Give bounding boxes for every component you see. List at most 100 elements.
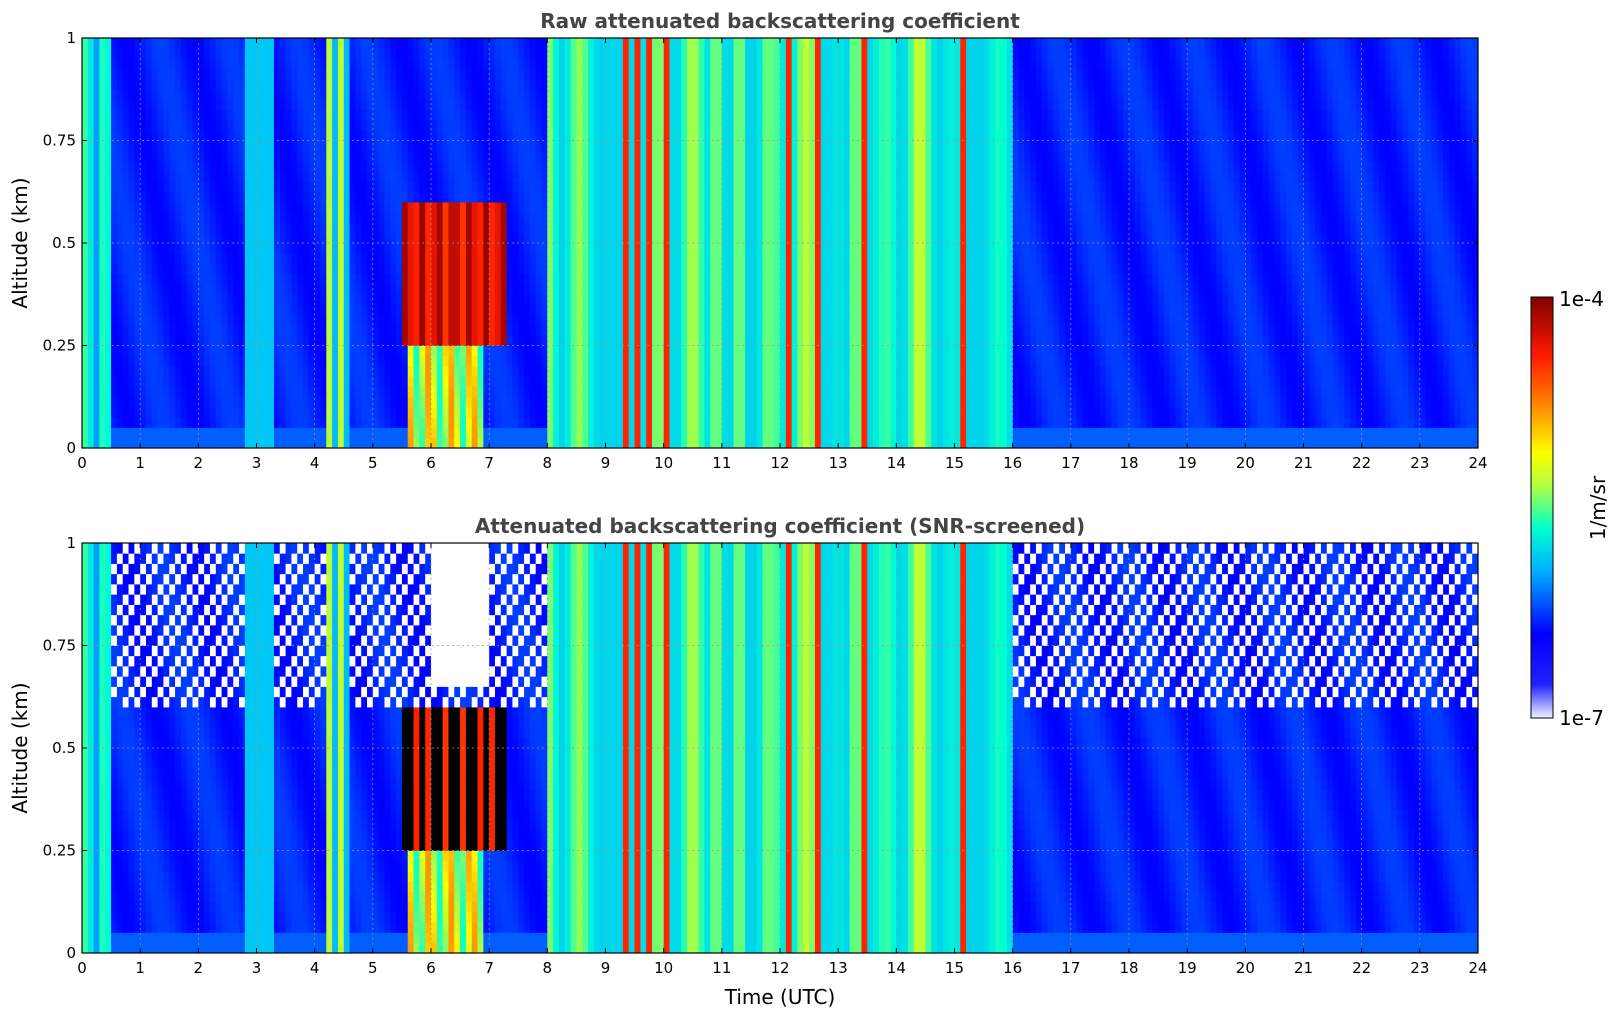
heatmap-cell bbox=[547, 376, 554, 387]
heatmap-cell bbox=[681, 68, 688, 80]
heatmap-cell bbox=[314, 386, 321, 398]
heatmap-cell bbox=[460, 222, 467, 234]
heatmap-cell bbox=[640, 99, 647, 111]
heatmap-cell bbox=[605, 171, 612, 182]
heatmap-cell bbox=[785, 263, 793, 275]
heatmap-cell bbox=[745, 294, 752, 305]
heatmap-cell bbox=[576, 161, 583, 172]
heatmap-cell bbox=[320, 273, 327, 285]
heatmap-cell bbox=[192, 222, 199, 234]
heatmap-cell bbox=[756, 79, 763, 90]
heatmap-cell bbox=[692, 417, 699, 428]
heatmap-cell bbox=[576, 58, 583, 70]
heatmap-cell bbox=[279, 427, 286, 439]
heatmap-cell bbox=[87, 407, 95, 418]
heatmap-cell bbox=[285, 120, 292, 131]
heatmap-cell bbox=[355, 386, 362, 398]
heatmap-cell bbox=[745, 417, 752, 428]
heatmap-cell bbox=[774, 222, 781, 234]
heatmap-cell bbox=[273, 181, 281, 193]
heatmap-cell bbox=[320, 376, 327, 387]
heatmap-cell bbox=[803, 304, 810, 316]
heatmap-cell bbox=[652, 48, 659, 59]
heatmap-cell bbox=[698, 202, 705, 213]
heatmap-cell bbox=[803, 437, 810, 448]
heatmap-cell bbox=[698, 386, 705, 398]
heatmap-cell bbox=[448, 89, 455, 100]
heatmap-cell bbox=[471, 366, 478, 377]
heatmap-cell bbox=[436, 294, 444, 305]
heatmap-cell bbox=[780, 335, 787, 346]
heatmap-cell bbox=[227, 386, 234, 398]
heatmap-cell bbox=[390, 89, 397, 100]
heatmap-cell bbox=[803, 212, 810, 223]
heatmap-cell bbox=[471, 89, 478, 100]
heatmap-cell bbox=[431, 181, 438, 193]
heatmap-cell bbox=[506, 284, 513, 295]
heatmap-cell bbox=[489, 58, 496, 70]
heatmap-cell bbox=[692, 396, 699, 408]
heatmap-cell bbox=[448, 140, 455, 152]
heatmap-cell bbox=[785, 335, 793, 346]
heatmap-cell bbox=[151, 38, 159, 49]
heatmap-cell bbox=[512, 243, 519, 254]
heatmap-cell bbox=[175, 222, 182, 234]
heatmap-cell bbox=[512, 263, 519, 275]
heatmap-cell bbox=[727, 437, 734, 448]
heatmap-cell bbox=[727, 212, 734, 223]
heatmap-cell bbox=[192, 253, 199, 264]
heatmap-cell bbox=[111, 345, 118, 357]
heatmap-cell bbox=[681, 181, 688, 193]
heatmap-cell bbox=[192, 386, 199, 398]
heatmap-cell bbox=[652, 140, 659, 152]
heatmap-cell bbox=[134, 68, 141, 80]
heatmap-cell bbox=[471, 417, 478, 428]
heatmap-cell bbox=[698, 150, 705, 162]
heatmap-cell bbox=[390, 68, 397, 80]
heatmap-cell bbox=[431, 294, 438, 305]
heatmap-cell bbox=[704, 191, 711, 203]
heatmap-cell bbox=[634, 243, 641, 254]
heatmap-cell bbox=[547, 109, 554, 121]
heatmap-cell bbox=[215, 222, 222, 234]
heatmap-cell bbox=[134, 335, 141, 346]
heatmap-cell bbox=[320, 366, 327, 377]
heatmap-cell bbox=[785, 99, 793, 111]
heatmap-cell bbox=[134, 294, 141, 305]
heatmap-cell bbox=[431, 304, 438, 316]
heatmap-cell bbox=[448, 109, 455, 121]
heatmap-cell bbox=[681, 304, 688, 316]
heatmap-cell bbox=[93, 243, 100, 254]
heatmap-cell bbox=[652, 417, 659, 428]
heatmap-cell bbox=[553, 304, 560, 316]
heatmap-cell bbox=[663, 150, 670, 162]
heatmap-cell bbox=[151, 396, 159, 408]
heatmap-cell bbox=[204, 89, 211, 100]
heatmap-cell bbox=[343, 253, 350, 264]
heatmap-cell bbox=[337, 99, 345, 111]
heatmap-cell bbox=[436, 99, 444, 111]
heatmap-cell bbox=[745, 109, 752, 121]
heatmap-cell bbox=[558, 109, 566, 121]
heatmap-cell bbox=[122, 427, 129, 439]
heatmap-cell bbox=[588, 48, 595, 59]
heatmap-cell bbox=[140, 232, 147, 244]
heatmap-cell bbox=[314, 109, 321, 121]
heatmap-cell bbox=[558, 202, 566, 213]
heatmap-cell bbox=[698, 437, 705, 448]
heatmap-cell bbox=[111, 202, 118, 213]
heatmap-cell bbox=[355, 140, 362, 152]
heatmap-cell bbox=[367, 294, 374, 305]
heatmap-cell bbox=[780, 273, 787, 285]
heatmap-cell bbox=[367, 212, 374, 223]
heatmap-cell bbox=[285, 325, 292, 336]
heatmap-cell bbox=[332, 161, 339, 172]
heatmap-cell bbox=[169, 171, 176, 182]
heatmap-cell bbox=[745, 232, 752, 244]
heatmap-cell bbox=[436, 284, 444, 295]
heatmap-cell bbox=[372, 150, 380, 162]
heatmap-cell bbox=[721, 335, 729, 346]
heatmap-cell bbox=[489, 232, 496, 244]
heatmap-cell bbox=[140, 38, 147, 49]
heatmap-cell bbox=[332, 243, 339, 254]
